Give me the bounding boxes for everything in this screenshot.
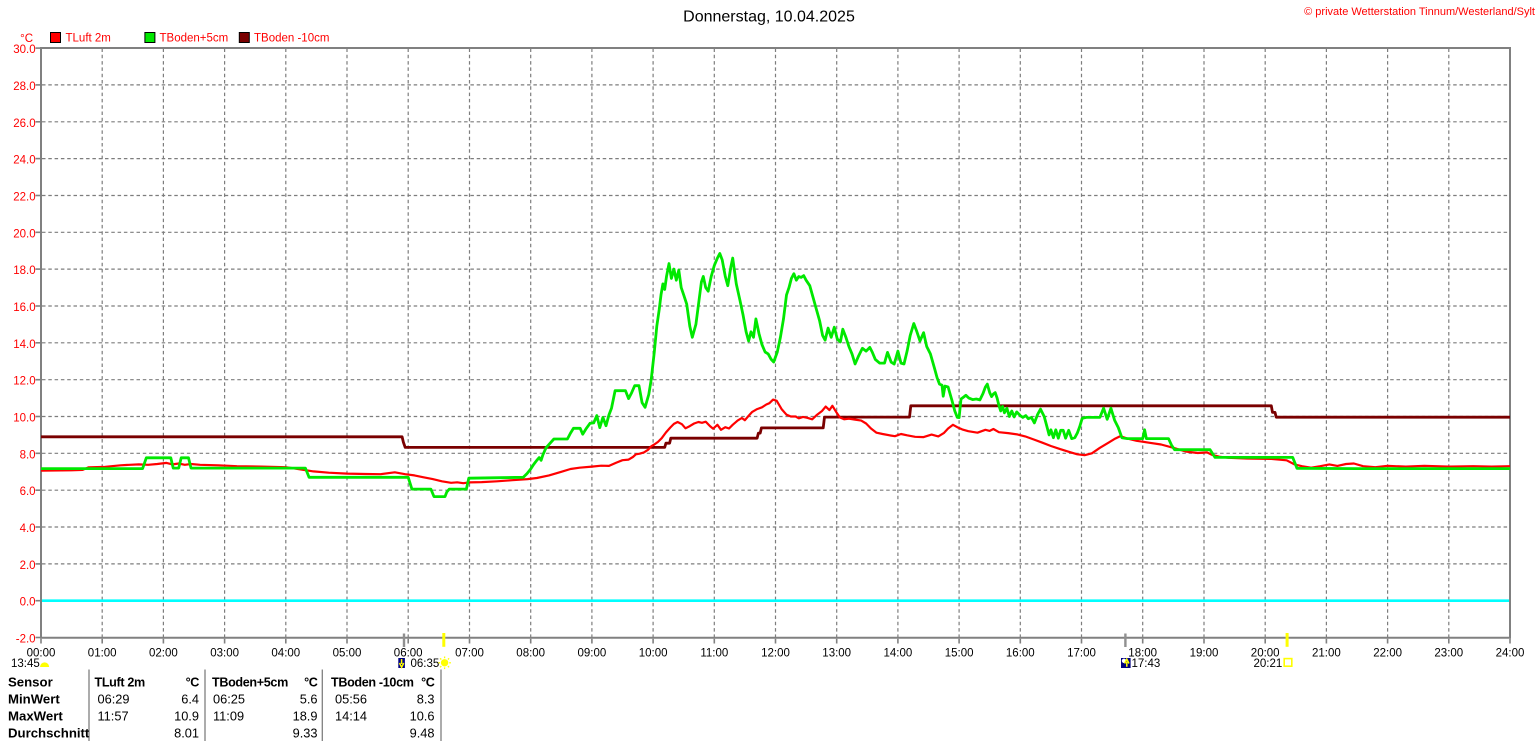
svg-text:12:00: 12:00 xyxy=(761,648,790,660)
svg-text:21:00: 21:00 xyxy=(1312,648,1341,660)
svg-text:0.0: 0.0 xyxy=(20,597,36,609)
svg-text:28.0: 28.0 xyxy=(13,81,35,93)
svg-text:9.33: 9.33 xyxy=(293,726,318,741)
svg-text:2.0: 2.0 xyxy=(20,560,36,572)
svg-text:10:00: 10:00 xyxy=(639,648,668,660)
svg-text:18.9: 18.9 xyxy=(293,709,318,724)
svg-text:02:00: 02:00 xyxy=(149,648,178,660)
svg-text:TBoden -10cm: TBoden -10cm xyxy=(254,33,329,45)
svg-text:13:00: 13:00 xyxy=(822,648,851,660)
svg-text:24:00: 24:00 xyxy=(1496,648,1525,660)
svg-text:14.0: 14.0 xyxy=(13,339,35,351)
svg-text:10.0: 10.0 xyxy=(13,413,35,425)
svg-text:08:00: 08:00 xyxy=(516,648,545,660)
svg-text:TLuft 2m: TLuft 2m xyxy=(95,676,146,690)
svg-text:Sensor: Sensor xyxy=(8,675,53,690)
svg-text:TBoden+5cm: TBoden+5cm xyxy=(212,676,288,690)
svg-text:6.0: 6.0 xyxy=(20,486,36,498)
svg-text:10.6: 10.6 xyxy=(410,709,435,724)
svg-text:09:00: 09:00 xyxy=(578,648,607,660)
svg-text:°C: °C xyxy=(421,676,435,690)
svg-text:17:43: 17:43 xyxy=(1132,658,1161,670)
svg-text:10.9: 10.9 xyxy=(174,709,199,724)
svg-text:22:00: 22:00 xyxy=(1373,648,1402,660)
svg-text:06:25: 06:25 xyxy=(213,692,245,707)
svg-text:16:00: 16:00 xyxy=(1006,648,1035,660)
svg-text:MinWert: MinWert xyxy=(8,692,60,707)
svg-text:24.0: 24.0 xyxy=(13,155,35,167)
svg-text:°C: °C xyxy=(186,676,200,690)
svg-text:5.6: 5.6 xyxy=(300,692,318,707)
svg-text:20:00: 20:00 xyxy=(1251,648,1280,660)
svg-text:14:00: 14:00 xyxy=(884,648,913,660)
svg-text:17:00: 17:00 xyxy=(1067,648,1096,660)
svg-text:11:09: 11:09 xyxy=(213,709,244,724)
svg-text:05:00: 05:00 xyxy=(333,648,362,660)
svg-text:22.0: 22.0 xyxy=(13,192,35,204)
svg-text:TBoden+5cm: TBoden+5cm xyxy=(160,33,229,45)
svg-text:12.0: 12.0 xyxy=(13,376,35,388)
svg-text:16.0: 16.0 xyxy=(13,302,35,314)
svg-text:14:14: 14:14 xyxy=(335,709,367,724)
svg-text:00:00: 00:00 xyxy=(27,648,56,660)
svg-text:© private Wetterstation Tinnum: © private Wetterstation Tinnum/Westerlan… xyxy=(1304,6,1535,18)
svg-text:06:29: 06:29 xyxy=(98,692,130,707)
svg-text:06:00: 06:00 xyxy=(394,648,423,660)
svg-text:°C: °C xyxy=(20,33,33,45)
svg-text:04:00: 04:00 xyxy=(271,648,300,660)
svg-text:06:35: 06:35 xyxy=(411,658,440,670)
svg-text:-2.0: -2.0 xyxy=(16,634,36,646)
svg-text:20:21: 20:21 xyxy=(1254,658,1283,670)
svg-text:05:56: 05:56 xyxy=(335,692,367,707)
svg-text:TBoden -10cm: TBoden -10cm xyxy=(331,676,414,690)
svg-text:11:00: 11:00 xyxy=(700,648,728,660)
svg-text:15:00: 15:00 xyxy=(945,648,974,660)
svg-text:9.48: 9.48 xyxy=(410,726,435,741)
svg-text:18:00: 18:00 xyxy=(1128,648,1157,660)
svg-text:8.0: 8.0 xyxy=(20,449,36,461)
svg-text:07:00: 07:00 xyxy=(455,648,484,660)
svg-text:26.0: 26.0 xyxy=(13,118,35,130)
svg-text:Durchschnitt: Durchschnitt xyxy=(8,726,90,741)
svg-text:6.4: 6.4 xyxy=(181,692,199,707)
svg-text:30.0: 30.0 xyxy=(13,44,35,56)
svg-text:MaxWert: MaxWert xyxy=(8,709,63,724)
svg-text:11:57: 11:57 xyxy=(98,709,129,724)
svg-text:13:45: 13:45 xyxy=(11,658,40,670)
svg-text:8.3: 8.3 xyxy=(417,692,435,707)
svg-text:19:00: 19:00 xyxy=(1190,648,1219,660)
svg-text:°C: °C xyxy=(304,676,318,690)
svg-text:01:00: 01:00 xyxy=(88,648,117,660)
svg-text:8.01: 8.01 xyxy=(174,726,199,741)
svg-text:TLuft 2m: TLuft 2m xyxy=(66,33,111,45)
svg-text:Donnerstag, 10.04.2025: Donnerstag, 10.04.2025 xyxy=(683,9,855,26)
svg-text:23:00: 23:00 xyxy=(1434,648,1463,660)
svg-text:20.0: 20.0 xyxy=(13,228,35,240)
svg-text:03:00: 03:00 xyxy=(210,648,239,660)
svg-text:18.0: 18.0 xyxy=(13,265,35,277)
svg-text:4.0: 4.0 xyxy=(20,523,36,535)
